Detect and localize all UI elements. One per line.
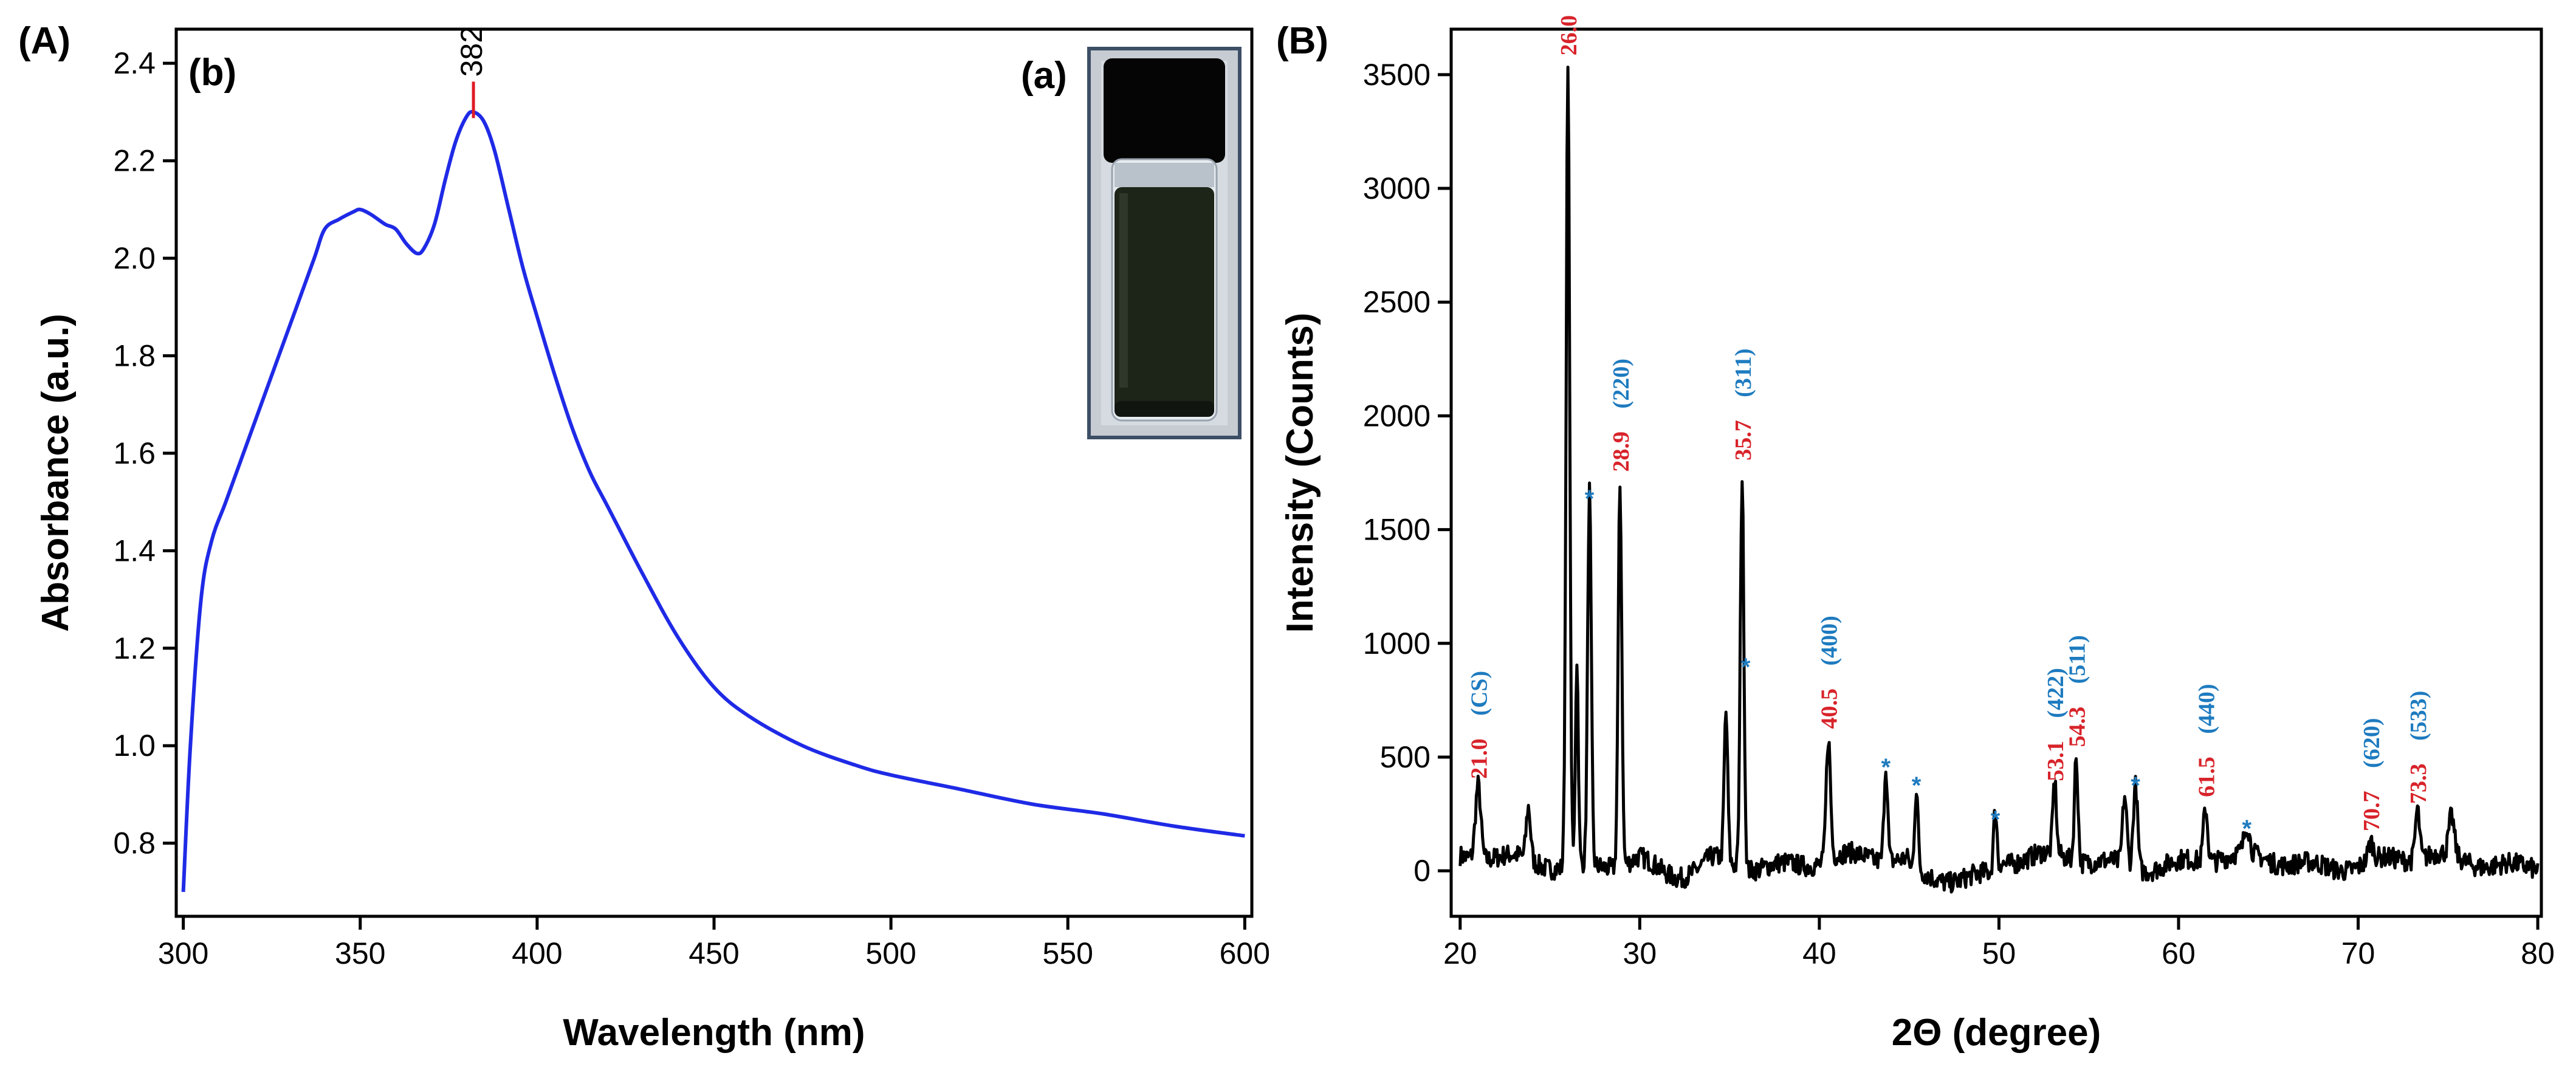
- peak-value-label: 73.3: [2406, 764, 2431, 805]
- y-axis-title-b: Intensity (Counts): [1279, 313, 1321, 633]
- peak-hkl-label: (511): [2065, 635, 2090, 684]
- x-tick-label-b: 40: [1802, 936, 1836, 970]
- y-tick-label-b: 3500: [1363, 58, 1431, 92]
- peak-value-label: 40.5: [1817, 688, 1843, 729]
- y-tick-label-a: 2.0: [113, 241, 156, 275]
- star-marker: *: [1991, 806, 2001, 833]
- x-tick-label-b: 20: [1443, 936, 1477, 970]
- peak-value-label: 21.0: [1466, 738, 1492, 779]
- absorbance-line: [181, 109, 1245, 893]
- y-axis-title-a: Absorbance (a.u.): [35, 314, 77, 632]
- vial-photo: [1087, 47, 1242, 439]
- x-tick-label-b: 80: [2521, 936, 2555, 970]
- x-tick-label-a: 450: [689, 936, 739, 970]
- x-tick-label-b: 60: [2162, 936, 2196, 970]
- peak-value-label: 35.7: [1731, 420, 1756, 461]
- peak-hkl-label: (220): [1609, 359, 1634, 408]
- star-marker: *: [1741, 654, 1751, 681]
- x-tick-label-a: 550: [1043, 936, 1093, 970]
- xrd-chart: 0 500 1000 1500 2000 2500 3000 3500 20 30 40 50 60 7…: [1279, 15, 2555, 1054]
- peak-hkl-label: (311): [1731, 349, 1756, 397]
- star-marker: *: [1881, 754, 1891, 781]
- y-tick-label-b: 3000: [1363, 171, 1431, 205]
- x-axis-a: 300 350 400 450 500 550 600: [158, 916, 1270, 970]
- y-axis-b: 0 500 1000 1500 2000 2500 3000 3500: [1363, 58, 1451, 888]
- star-marker: *: [1912, 772, 1922, 799]
- star-marker: *: [1585, 485, 1595, 512]
- y-tick-label-a: 1.2: [113, 631, 156, 665]
- peak-value-label: 70.7: [2359, 791, 2385, 831]
- x-tick-label-b: 50: [1982, 936, 2016, 970]
- y-tick-label-a: 2.4: [113, 46, 156, 80]
- plot-area-b: [1449, 27, 2543, 918]
- star-marker: *: [2242, 815, 2252, 842]
- x-tick-label-b: 30: [1623, 936, 1657, 970]
- peak-hkl-label: (533): [2406, 691, 2431, 741]
- y-tick-label-a: 1.8: [113, 338, 156, 372]
- y-tick-label-a: 1.0: [113, 729, 156, 763]
- x-axis-title-a: Wavelength (nm): [563, 1012, 865, 1054]
- peak-hkl-label: (620): [2359, 718, 2385, 768]
- x-axis-b: 20 30 40 50 60 70 80: [1443, 916, 2555, 970]
- y-tick-label-b: 500: [1380, 740, 1431, 774]
- star-marker: *: [2131, 772, 2140, 799]
- peak-annotations: 21.0(CS)26.0(CS)28.9(220)35.7(311)40.5(4…: [1466, 15, 2431, 831]
- peak-value-label: 53.1: [2043, 741, 2069, 781]
- x-tick-label-a: 300: [158, 936, 208, 970]
- uv-vis-chart: 0.8 1.0 1.2 1.4 1.6 1.8 2.0 2.2 2.4 300 350 400 450…: [35, 26, 1270, 1054]
- sub-label-b: (b): [188, 52, 236, 94]
- inset-label-a: (a): [1021, 55, 1067, 97]
- x-tick-label-a: 400: [512, 936, 562, 970]
- y-tick-label-a: 2.2: [113, 144, 156, 178]
- peak-hkl-label: (CS): [1466, 671, 1492, 716]
- y-tick-label-b: 1000: [1363, 626, 1431, 660]
- x-axis-title-b: 2Θ (degree): [1892, 1012, 2101, 1054]
- impurity-stars: * * * * * * *: [1585, 485, 2252, 842]
- panel-label-b: (B): [1276, 20, 1328, 62]
- x-tick-label-a: 500: [865, 936, 916, 970]
- x-tick-label-a: 600: [1220, 936, 1270, 970]
- y-tick-label-b: 2500: [1363, 285, 1431, 319]
- peak-hkl-label: (440): [2194, 684, 2219, 733]
- peak-hkl-label: (400): [1817, 616, 1843, 665]
- y-tick-label-b: 0: [1413, 854, 1431, 888]
- y-tick-label-a: 1.4: [113, 534, 156, 568]
- x-tick-label-b: 70: [2341, 936, 2375, 970]
- peak-value-label: 54.3: [2065, 707, 2090, 747]
- y-axis-a: 0.8 1.0 1.2 1.4 1.6 1.8 2.0 2.2 2.4: [113, 46, 176, 860]
- y-tick-label-b: 1500: [1363, 513, 1431, 547]
- y-tick-label-a: 0.8: [113, 826, 156, 860]
- y-tick-label-a: 1.6: [113, 436, 156, 470]
- peak-value-label: 26.0: [1556, 15, 1582, 56]
- peak-value-label: 61.5: [2194, 757, 2219, 797]
- y-tick-label-b: 2000: [1363, 399, 1431, 433]
- xrd-pattern-line: [1458, 66, 2540, 894]
- peak-label-382: 382: [455, 26, 489, 77]
- peak-hkl-label: (422): [2043, 668, 2069, 718]
- x-tick-label-a: 350: [335, 936, 385, 970]
- panel-label-a: (A): [18, 20, 70, 62]
- peak-value-label: 28.9: [1609, 431, 1634, 472]
